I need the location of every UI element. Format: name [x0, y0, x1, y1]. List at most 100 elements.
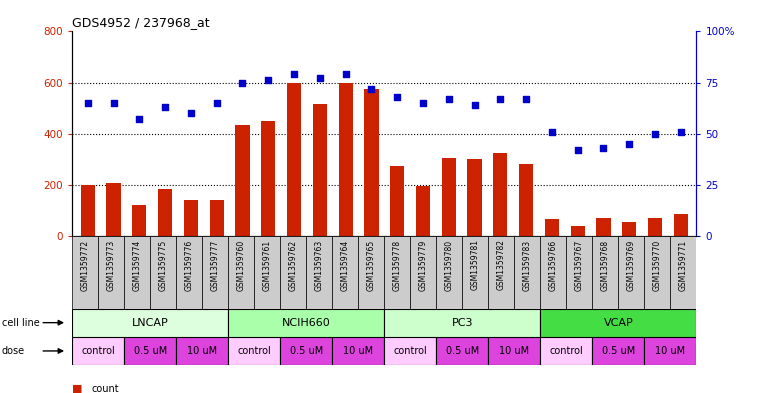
Text: GSM1359766: GSM1359766: [549, 239, 558, 291]
Bar: [280, 337, 333, 365]
Text: GSM1359777: GSM1359777: [211, 239, 220, 291]
Bar: [571, 226, 584, 236]
Text: GSM1359763: GSM1359763: [315, 239, 323, 291]
Bar: [177, 337, 228, 365]
Text: GSM1359768: GSM1359768: [601, 239, 610, 290]
Text: GSM1359761: GSM1359761: [263, 239, 272, 290]
Text: control: control: [237, 346, 271, 356]
Text: GSM1359778: GSM1359778: [393, 239, 402, 290]
Bar: [151, 236, 177, 309]
Bar: [592, 236, 619, 309]
Bar: [235, 125, 250, 236]
Point: [443, 96, 455, 102]
Text: GSM1359774: GSM1359774: [133, 239, 142, 291]
Bar: [365, 89, 378, 236]
Bar: [463, 236, 489, 309]
Text: GSM1359764: GSM1359764: [341, 239, 350, 291]
Point: [675, 129, 687, 135]
Text: GSM1359781: GSM1359781: [471, 239, 479, 290]
Bar: [645, 337, 696, 365]
Text: ■: ■: [72, 384, 83, 393]
Point: [211, 100, 223, 106]
Bar: [261, 121, 275, 236]
Bar: [597, 218, 610, 236]
Bar: [384, 337, 436, 365]
Bar: [670, 236, 696, 309]
Text: GSM1359783: GSM1359783: [523, 239, 532, 290]
Point: [185, 110, 197, 116]
Point: [288, 71, 300, 77]
Text: 0.5 uM: 0.5 uM: [446, 346, 479, 356]
Text: control: control: [549, 346, 583, 356]
Text: VCAP: VCAP: [603, 318, 633, 328]
Point: [597, 145, 610, 151]
Text: 0.5 uM: 0.5 uM: [290, 346, 323, 356]
Bar: [358, 236, 384, 309]
Bar: [72, 337, 124, 365]
Text: GSM1359772: GSM1359772: [81, 239, 90, 290]
Bar: [540, 236, 566, 309]
Point: [81, 100, 94, 106]
Text: GSM1359775: GSM1359775: [159, 239, 167, 291]
Bar: [540, 337, 592, 365]
Bar: [384, 236, 410, 309]
Bar: [228, 309, 384, 337]
Bar: [489, 236, 514, 309]
Bar: [545, 219, 559, 236]
Bar: [306, 236, 333, 309]
Bar: [339, 83, 352, 236]
Text: PC3: PC3: [451, 318, 473, 328]
Bar: [333, 337, 384, 365]
Text: GSM1359762: GSM1359762: [289, 239, 298, 290]
Bar: [209, 200, 224, 236]
Bar: [228, 337, 280, 365]
Text: GSM1359770: GSM1359770: [653, 239, 662, 291]
Bar: [280, 236, 306, 309]
Text: GSM1359782: GSM1359782: [497, 239, 506, 290]
Bar: [441, 158, 456, 236]
Bar: [384, 309, 540, 337]
Bar: [132, 205, 146, 236]
Text: GSM1359765: GSM1359765: [367, 239, 376, 291]
Bar: [493, 153, 508, 236]
Bar: [107, 184, 121, 236]
Point: [314, 75, 326, 82]
Point: [365, 86, 377, 92]
Bar: [514, 236, 540, 309]
Text: 10 uM: 10 uM: [655, 346, 686, 356]
Point: [391, 94, 403, 100]
Text: dose: dose: [2, 346, 24, 356]
Point: [263, 77, 275, 84]
Bar: [519, 164, 533, 236]
Bar: [124, 236, 151, 309]
Point: [159, 104, 171, 110]
Bar: [254, 236, 280, 309]
Bar: [81, 185, 95, 236]
Point: [339, 71, 352, 77]
Bar: [158, 189, 172, 236]
Text: 10 uM: 10 uM: [187, 346, 218, 356]
Point: [520, 96, 532, 102]
Text: LNCAP: LNCAP: [132, 318, 169, 328]
Text: GSM1359767: GSM1359767: [575, 239, 584, 291]
Bar: [410, 236, 436, 309]
Text: GSM1359769: GSM1359769: [627, 239, 635, 291]
Text: 0.5 uM: 0.5 uM: [602, 346, 635, 356]
Bar: [489, 337, 540, 365]
Bar: [390, 165, 404, 236]
Bar: [287, 83, 301, 236]
Bar: [98, 236, 124, 309]
Text: GSM1359776: GSM1359776: [185, 239, 194, 291]
Text: control: control: [81, 346, 115, 356]
Bar: [648, 218, 662, 236]
Bar: [124, 337, 177, 365]
Bar: [313, 104, 327, 236]
Point: [546, 129, 558, 135]
Point: [237, 79, 249, 86]
Point: [623, 141, 635, 147]
Bar: [333, 236, 358, 309]
Text: GSM1359779: GSM1359779: [419, 239, 428, 291]
Text: 0.5 uM: 0.5 uM: [134, 346, 167, 356]
Bar: [645, 236, 670, 309]
Point: [107, 100, 119, 106]
